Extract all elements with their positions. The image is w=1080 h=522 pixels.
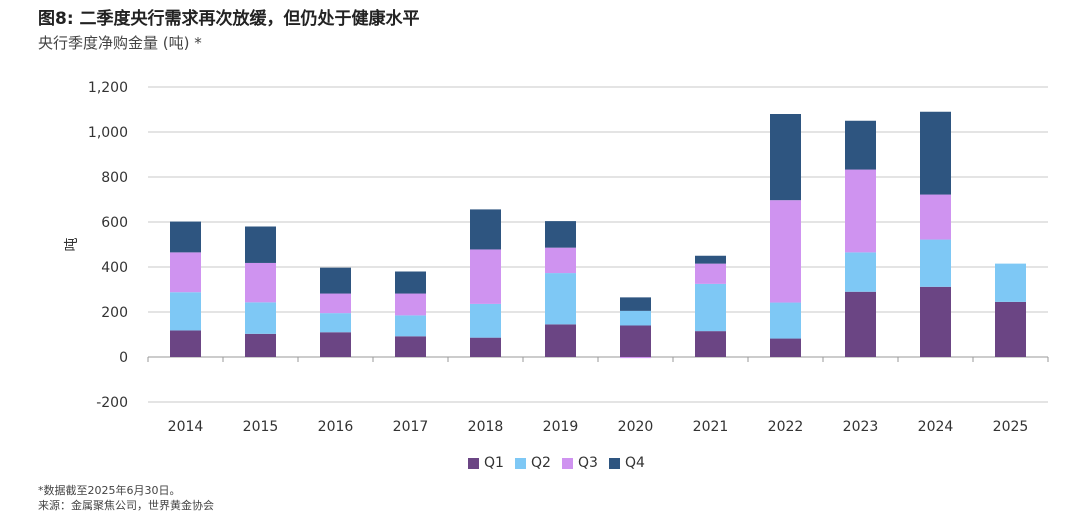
bar-q1-2021 [695,331,726,357]
bar-q3-2015 [245,262,276,303]
y-tick-label: 1,000 [88,125,128,141]
x-tick-label: 2018 [468,419,504,435]
bar-q2-2025 [995,263,1026,302]
bar-q2-2014 [170,292,201,331]
y-tick-label: 200 [101,305,128,321]
y-tick-label: -200 [96,395,128,411]
footnote-block: *数据截至2025年6月30日。 来源：金属聚焦公司，世界黄金协会 [38,483,214,513]
bar-q3-2014 [170,252,201,293]
x-tick-label: 2016 [318,419,354,435]
legend-label: Q3 [578,455,598,471]
bar-q4-2018 [470,209,501,250]
chart-title: 图8: 二季度央行需求再次放缓，但仍处于健康水平 [38,9,420,29]
legend-item-q4: Q4 [609,455,645,471]
x-tick-label: 2017 [393,419,429,435]
stacked-bar-chart: -200 0 200 400 600 800 1,000 1,200 吨 2014 2015 2016… [64,80,1049,435]
bar-q3-2021 [695,263,726,284]
bar-q2-2017 [395,315,426,337]
bar-q3-2016 [320,293,351,314]
bar-q3-2023 [845,169,876,253]
x-tick-label: 2023 [843,419,879,435]
y-tick-label: 1,200 [88,80,128,96]
bar-q2-2020 [620,310,651,326]
legend-item-q2: Q2 [515,455,551,471]
bar-q2-2018 [470,303,501,338]
source-text: 来源：金属聚焦公司，世界黄金协会 [38,499,214,512]
legend-swatch [609,457,620,469]
bar-q1-2025 [995,301,1026,357]
bar-q1-2024 [920,286,951,357]
legend-label: Q1 [484,455,504,471]
x-tick-label: 2021 [693,419,729,435]
bar-q1-2018 [470,337,501,357]
bar-q1-2015 [245,333,276,357]
x-tick-label: 2020 [618,419,654,435]
bar-q3-2022 [770,200,801,303]
bar-q1-2019 [545,324,576,357]
footnote-text: *数据截至2025年6月30日。 [38,484,181,497]
bar-q4-2015 [245,226,276,263]
bar-q4-2023 [845,120,876,170]
y-tick-label: 400 [101,260,128,276]
y-axis-label: 吨 [64,238,80,252]
bar-q2-2021 [695,283,726,332]
bar-q3-2024 [920,194,951,240]
bar-q2-2024 [920,239,951,287]
legend-swatch [562,457,573,469]
bar-q1-2014 [170,330,201,357]
legend-label: Q4 [625,455,645,471]
x-tick-label: 2025 [993,419,1029,435]
bar-q2-2015 [245,302,276,334]
bar-q2-2016 [320,313,351,333]
bar-q1-2022 [770,338,801,357]
bar-q3-2018 [470,249,501,304]
legend-swatch [515,457,526,469]
y-tick-label: 0 [119,350,128,366]
y-tick-label: 800 [101,170,128,186]
chart-subtitle: 央行季度净购金量 (吨) * [38,34,202,52]
y-tick-label: 600 [101,215,128,231]
bar-q4-2019 [545,221,576,248]
chart-legend: Q1 Q2 Q3 Q4 [0,453,1080,475]
bar-negative-q3-2020 [620,357,651,359]
bar-q3-2019 [545,247,576,274]
bar-q4-2022 [770,114,801,201]
bar-q2-2022 [770,302,801,339]
legend-label: Q2 [531,455,551,471]
bar-q4-2016 [320,267,351,294]
bar-q2-2023 [845,252,876,292]
bar-q4-2014 [170,221,201,253]
bar-q1-2023 [845,291,876,357]
bar-q4-2021 [695,255,726,264]
bar-q3-2017 [395,293,426,316]
legend-item-q3: Q3 [562,455,598,471]
x-tick-label: 2014 [168,419,204,435]
x-tick-label: 2015 [243,419,279,435]
bar-q4-2017 [395,271,426,294]
bar-q2-2019 [545,273,576,325]
x-tick-label: 2019 [543,419,579,435]
bar-q1-2016 [320,332,351,357]
legend-swatch [468,457,479,469]
x-tick-label: 2022 [768,419,804,435]
x-tick-label: 2024 [918,419,954,435]
bar-q4-2020 [620,297,651,311]
bar-q1-2020 [620,325,651,357]
bar-q1-2017 [395,336,426,357]
legend-item-q1: Q1 [468,455,504,471]
bar-q4-2024 [920,111,951,195]
